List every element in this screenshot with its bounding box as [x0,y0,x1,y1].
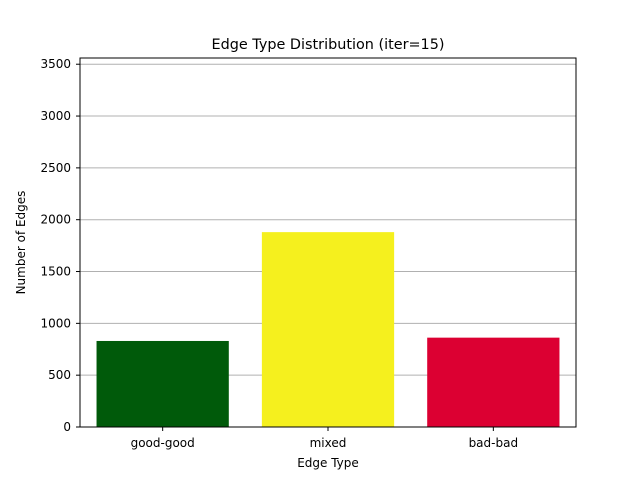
bar-mixed [261,232,395,427]
y-axis-ticks: 0 500 1000 1500 2000 2500 3000 3500 [40,57,80,434]
y-tick-label: 1000 [40,316,71,330]
x-tick-label: mixed [310,436,347,450]
y-tick-label: 3500 [40,57,71,71]
bar-good-good [96,340,229,427]
x-tick-label: bad-bad [469,436,519,450]
y-tick-label: 2000 [40,213,71,227]
x-tick-label: good-good [131,436,195,450]
y-tick-label: 0 [63,420,71,434]
y-axis-label: Number of Edges [14,191,28,295]
y-tick-label: 500 [48,368,71,382]
x-axis-ticks: good-good mixed bad-bad [131,427,519,450]
y-tick-label: 1500 [40,265,71,279]
chart-title: Edge Type Distribution (iter=15) [212,37,445,53]
y-tick-label: 3000 [40,109,71,123]
bar-bad-bad [427,337,560,427]
x-axis-label: Edge Type [297,456,359,470]
bars [96,232,560,427]
y-tick-label: 2500 [40,161,71,175]
